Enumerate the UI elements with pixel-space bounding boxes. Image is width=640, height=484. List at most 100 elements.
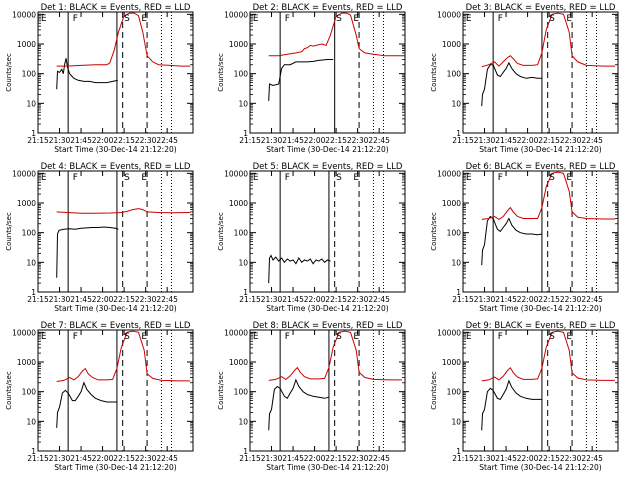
phase-marker: E	[253, 173, 259, 183]
phase-marker: E	[466, 14, 472, 24]
y-axis-label: Counts/sec	[217, 212, 225, 251]
phase-marker: E	[566, 173, 572, 183]
x-tick-label: 22:45	[368, 454, 390, 463]
phase-marker: E	[41, 332, 47, 342]
plot-frame	[37, 170, 194, 293]
events-series	[481, 215, 542, 266]
x-tick-label: 22:45	[368, 136, 390, 145]
x-axis-label: Start Time (30-Dec-14 21:12:20)	[479, 463, 601, 472]
x-tick-label: 21:30	[474, 454, 496, 463]
y-tick-label: 10000	[224, 328, 248, 337]
y-tick-label: 100	[234, 229, 249, 238]
x-tick-label: 22:00	[517, 454, 539, 463]
phase-marker: E	[141, 14, 147, 24]
y-tick-label: 1	[31, 129, 36, 138]
x-axis-label: Start Time (30-Dec-14 21:12:20)	[54, 304, 176, 313]
phase-marker: E	[41, 173, 47, 183]
y-axis-label: Counts/sec	[430, 53, 438, 92]
events-series	[56, 381, 117, 428]
phase-marker: S	[124, 332, 130, 342]
y-tick-label: 1	[243, 447, 248, 456]
x-tick-label: 22:00	[92, 295, 114, 304]
phase-marker: S	[336, 14, 342, 24]
panel-title: Det 1: BLACK = Events, RED = LLD	[41, 3, 191, 13]
x-tick-label: 22:15	[325, 454, 347, 463]
x-tick-label: 22:45	[156, 295, 178, 304]
phase-marker: E	[253, 14, 259, 24]
x-tick-label: 21:45	[282, 454, 304, 463]
x-tick-label: 22:45	[156, 136, 178, 145]
lld-series	[268, 330, 403, 381]
detector-panel-9: Det 9: BLACK = Events, RED = LLD 1 10 100 10…	[430, 321, 619, 472]
x-tick-label: 21:45	[495, 295, 517, 304]
panel-title: Det 4: BLACK = Events, RED = LLD	[41, 162, 191, 172]
x-tick-label: 22:45	[581, 454, 603, 463]
x-tick-label: 22:30	[560, 295, 582, 304]
y-tick-label: 1	[456, 129, 461, 138]
x-tick-label: 21:45	[495, 136, 517, 145]
x-tick-label: 21:15	[239, 295, 261, 304]
x-tick-label: 21:30	[261, 136, 283, 145]
x-tick-label: 22:15	[325, 295, 347, 304]
phase-marker: E	[41, 14, 47, 24]
y-axis-label: Counts/sec	[430, 371, 438, 410]
phase-marker: F	[498, 14, 503, 24]
y-axis-label: Counts/sec	[217, 53, 225, 92]
y-tick-label: 10	[451, 99, 461, 108]
y-tick-label: 100	[22, 229, 37, 238]
y-tick-label: 10	[238, 99, 248, 108]
plot-frame	[462, 11, 619, 134]
y-tick-label: 100	[22, 70, 37, 79]
y-tick-label: 1	[456, 447, 461, 456]
phase-marker: E	[566, 14, 572, 24]
y-tick-label: 10	[451, 417, 461, 426]
y-tick-label: 100	[22, 388, 37, 397]
plot-frame	[249, 11, 406, 134]
events-series	[268, 59, 334, 102]
plot-frame	[249, 170, 406, 293]
x-axis-label: Start Time (30-Dec-14 21:12:20)	[479, 304, 601, 313]
phase-marker: F	[285, 173, 290, 183]
x-tick-label: 21:30	[261, 295, 283, 304]
panel-title: Det 9: BLACK = Events, RED = LLD	[466, 321, 616, 331]
plot-frame	[37, 329, 194, 452]
events-series	[56, 58, 118, 90]
x-tick-label: 21:45	[495, 454, 517, 463]
y-tick-label: 10	[238, 258, 248, 267]
detector-panel-4: Det 4: BLACK = Events, RED = LLD 1 10 100 10…	[5, 162, 194, 313]
phase-marker: E	[353, 332, 359, 342]
x-tick-label: 21:15	[239, 454, 261, 463]
y-tick-label: 10	[26, 258, 36, 267]
y-tick-label: 1	[31, 288, 36, 297]
panel-title: Det 8: BLACK = Events, RED = LLD	[253, 321, 403, 331]
phase-marker: S	[336, 332, 342, 342]
y-tick-label: 1	[243, 129, 248, 138]
x-tick-label: 21:15	[239, 136, 261, 145]
x-tick-label: 22:00	[92, 454, 114, 463]
phase-marker: S	[549, 14, 555, 24]
x-tick-label: 21:45	[282, 295, 304, 304]
phase-marker: F	[73, 14, 78, 24]
panel-title: Det 3: BLACK = Events, RED = LLD	[466, 3, 616, 13]
x-axis-label: Start Time (30-Dec-14 21:12:20)	[266, 304, 388, 313]
plot-frame	[37, 11, 194, 134]
x-tick-label: 22:45	[368, 295, 390, 304]
y-tick-label: 1000	[17, 199, 36, 208]
phase-marker: E	[141, 173, 147, 183]
y-tick-label: 1000	[229, 199, 248, 208]
lld-series	[268, 12, 403, 57]
lld-series	[56, 330, 191, 382]
x-tick-label: 22:45	[156, 454, 178, 463]
x-tick-label: 21:30	[474, 295, 496, 304]
x-tick-label: 22:15	[538, 454, 560, 463]
phase-marker: F	[498, 332, 503, 342]
plot-frame	[462, 170, 619, 293]
detector-panel-1: Det 1: BLACK = Events, RED = LLD 1 10 100 10…	[5, 3, 194, 154]
events-series	[481, 61, 542, 107]
lld-series	[481, 171, 616, 221]
x-tick-label: 21:30	[49, 295, 71, 304]
x-tick-label: 22:30	[135, 295, 157, 304]
y-tick-label: 1000	[229, 40, 248, 49]
x-tick-label: 21:30	[474, 136, 496, 145]
